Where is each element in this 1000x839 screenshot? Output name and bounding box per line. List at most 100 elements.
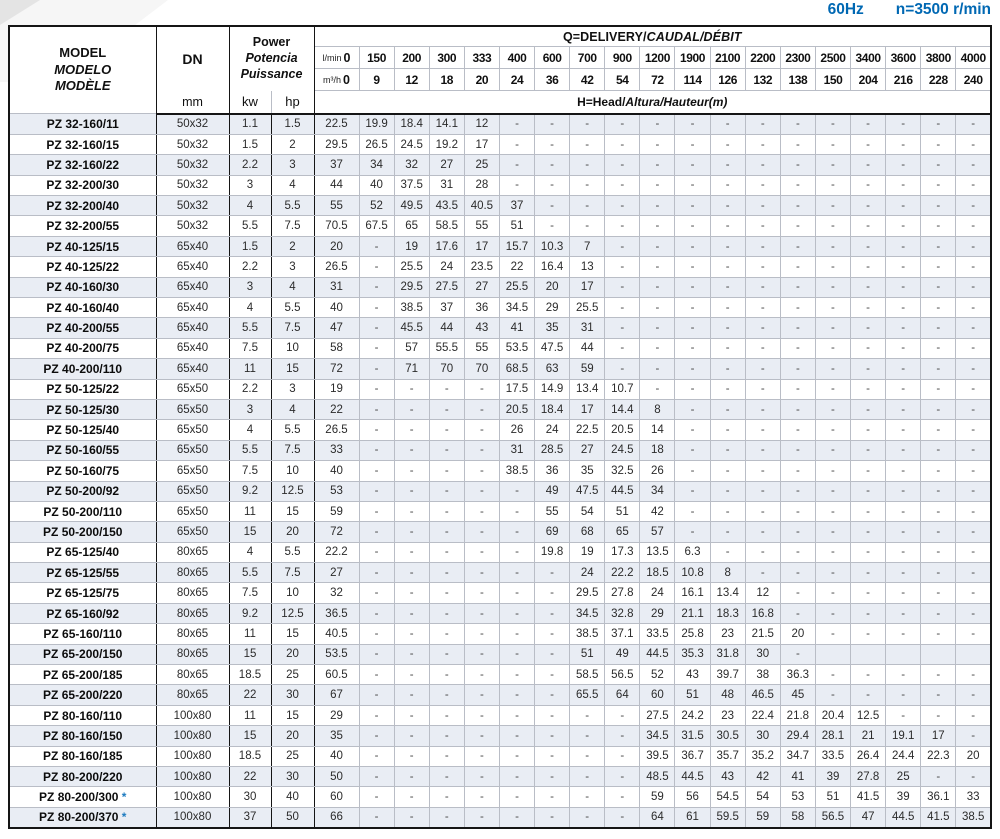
model-name: PZ 50-200/92 — [8, 480, 157, 502]
head-value: - — [639, 174, 676, 197]
head-value: 24 — [534, 419, 571, 441]
head-value: 44 — [313, 174, 360, 197]
head-value: - — [814, 419, 852, 441]
head-value: - — [850, 133, 887, 156]
dn-value: 65x50 — [155, 398, 230, 421]
model-name: PZ 80-160/150 — [8, 725, 157, 747]
head-value: - — [850, 582, 887, 604]
head-value: - — [674, 398, 711, 421]
head-value: 39.7 — [709, 664, 746, 686]
head-value: 28 — [463, 174, 500, 197]
head-value: 44.5 — [674, 765, 711, 788]
head-value: - — [569, 174, 606, 197]
head-value: 37.1 — [604, 623, 641, 645]
head-value: - — [885, 358, 922, 380]
model-name: PZ 40-160/40 — [8, 297, 157, 319]
head-value: 33.5 — [814, 745, 852, 768]
power-label-en: Power — [252, 35, 291, 50]
flow-m3h-value: 240 — [955, 68, 992, 91]
dn-value: 65x40 — [155, 297, 230, 319]
head-value: 19.8 — [534, 541, 571, 564]
head-value: - — [498, 643, 536, 666]
head-value: 40 — [358, 174, 395, 197]
head-value: - — [674, 521, 711, 543]
flow-lmin-value: 900 — [604, 46, 641, 69]
dn-value: 65x40 — [155, 276, 230, 299]
head-value: - — [498, 541, 536, 564]
head-value: - — [674, 480, 711, 502]
model-name: PZ 50-160/75 — [8, 460, 157, 482]
head-value: - — [358, 276, 395, 299]
head-value: - — [604, 154, 641, 176]
head-value: - — [709, 276, 746, 299]
head-value: 31 — [428, 174, 465, 197]
head-value: 38.5 — [955, 806, 992, 829]
head-value: 64 — [604, 684, 641, 706]
table-header: MODEL MODELO MODÈLE DN Power Potencia Pu… — [8, 25, 992, 115]
head-value: 37.5 — [393, 174, 430, 197]
head-value: - — [779, 235, 816, 258]
head-value: - — [850, 276, 887, 299]
head-value: - — [955, 297, 992, 319]
head-value: - — [885, 276, 922, 299]
head-value: - — [744, 256, 781, 278]
head-value: 51 — [604, 500, 641, 523]
head-value: - — [709, 398, 746, 421]
head-value: - — [534, 765, 571, 788]
head-value: - — [744, 133, 781, 156]
head-value: 59 — [313, 500, 360, 523]
table-row: PZ 50-200/92 65x50 9.2 12.5 53- - - - -49 47.5 44.… — [8, 480, 992, 502]
head-value: - — [674, 256, 711, 278]
head-value: 22.2 — [313, 541, 360, 564]
flow-lmin-value: 3600 — [885, 46, 922, 69]
model-name: PZ 32-200/30 — [8, 174, 157, 197]
head-value: - — [604, 786, 641, 808]
head-value: - — [779, 154, 816, 176]
flow-m3h-value: 228 — [920, 68, 957, 91]
head-value: - — [534, 562, 571, 584]
head-value: - — [814, 398, 852, 421]
head-value: - — [393, 745, 430, 768]
head-value: - — [498, 765, 536, 788]
head-value: 18.4 — [393, 113, 430, 135]
hp-value: 5.5 — [270, 195, 315, 217]
flow-lmin-value: 600 — [534, 46, 571, 69]
head-value: 17 — [569, 276, 606, 299]
head-value: 38.5 — [393, 297, 430, 319]
head-value: - — [709, 439, 746, 462]
dn-value: 65x40 — [155, 235, 230, 258]
head-value: 40.5 — [313, 623, 360, 645]
head-value: - — [428, 664, 465, 686]
head-value: 14.1 — [428, 113, 465, 135]
head-value: - — [779, 174, 816, 197]
head-value: - — [920, 398, 957, 421]
head-value: 27 — [313, 562, 360, 584]
head-value: - — [814, 582, 852, 604]
head-value: - — [885, 582, 922, 604]
head-value: - — [920, 439, 957, 462]
head-value: 30.5 — [709, 725, 746, 747]
model-name: PZ 65-200/220 — [8, 684, 157, 706]
head-value: 30 — [744, 643, 781, 666]
head-value: - — [534, 623, 571, 645]
model-label-fr: MODÈLE — [54, 78, 111, 94]
head-value: - — [428, 398, 465, 421]
head-value: 59 — [744, 806, 781, 829]
head-value: 39 — [814, 765, 852, 788]
head-value: - — [569, 113, 606, 135]
head-value: - — [955, 582, 992, 604]
head-value: 13.4 — [709, 582, 746, 604]
head-value: 41 — [498, 317, 536, 339]
head-value: 14.9 — [534, 378, 571, 400]
head-value: - — [955, 521, 992, 543]
dn-value: 65x50 — [155, 378, 230, 400]
kw-value: 7.5 — [228, 582, 272, 604]
hp-value: 7.5 — [270, 562, 315, 584]
head-value: - — [674, 195, 711, 217]
head-value: 58 — [313, 337, 360, 360]
model-name: PZ 40-160/30 — [8, 276, 157, 299]
flow-lmin-value: 2500 — [814, 46, 852, 69]
head-value: - — [850, 684, 887, 706]
head-value: 19 — [569, 541, 606, 564]
flow-lmin-value: 333 — [463, 46, 500, 69]
